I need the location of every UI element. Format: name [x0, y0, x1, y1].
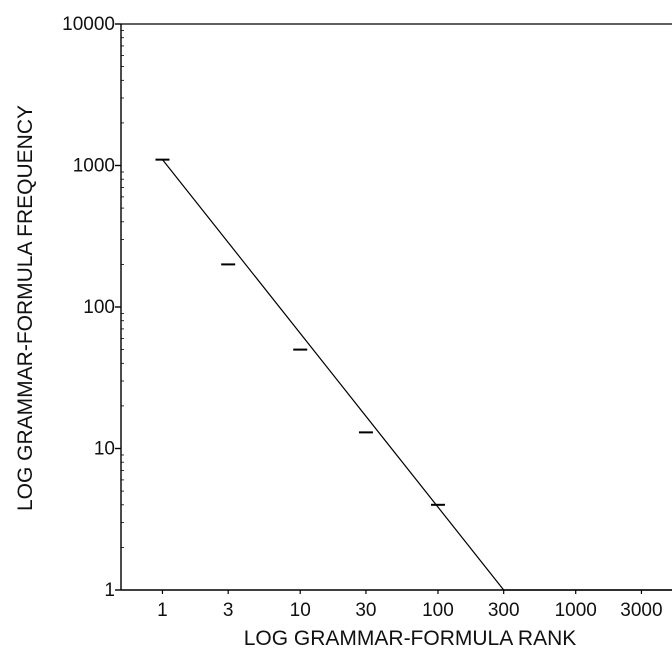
x-tick-label: 1000	[555, 600, 597, 621]
series-line	[162, 159, 672, 591]
axes	[115, 23, 672, 594]
y-tick-label: 10000	[62, 14, 115, 35]
x-tick-label: 10	[290, 600, 311, 621]
x-tick-label: 100	[422, 600, 454, 621]
tick-labels: 1 10 100 1000 10000 1 3 10 30 100 300 1000 3000	[62, 14, 662, 621]
x-tick-label: 3000	[620, 600, 662, 621]
y-tick-label: 10	[94, 439, 115, 460]
y-tick-label: 100	[83, 297, 115, 318]
x-tick-label: 1	[157, 600, 168, 621]
x-tick-label: 3	[223, 600, 234, 621]
y-tick-label: 1000	[73, 156, 115, 177]
x-tick-label: 300	[488, 600, 520, 621]
y-axis-title: LOG GRAMMAR-FORMULA FREQUENCY	[14, 105, 37, 511]
y-tick-label: 1	[104, 580, 115, 601]
marks	[155, 158, 672, 591]
x-axis-title: LOG GRAMMAR-FORMULA RANK	[244, 627, 577, 649]
x-tick-label: 30	[355, 600, 376, 621]
